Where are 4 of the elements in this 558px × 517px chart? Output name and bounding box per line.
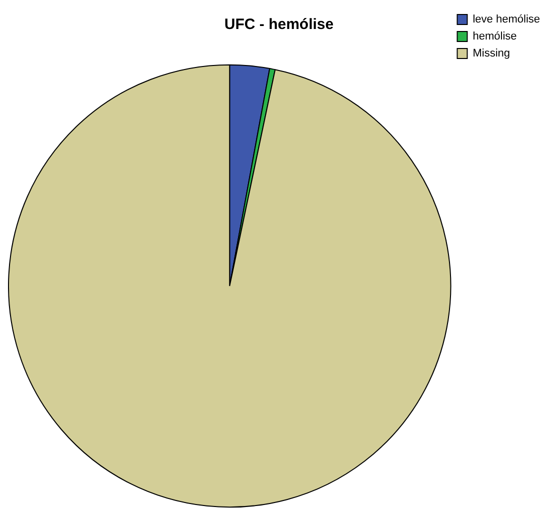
legend-label: leve hemólise <box>472 14 540 26</box>
legend-label: hemólise <box>472 30 517 43</box>
legend-label: Missing <box>472 48 510 60</box>
chart-title: UFC - hemólise <box>224 16 334 34</box>
